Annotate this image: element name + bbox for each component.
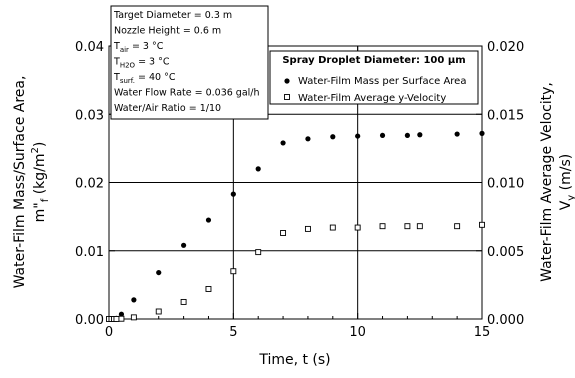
left-y-title-line2: m"f (kg/m2): [30, 142, 51, 223]
mass-point: [118, 311, 125, 317]
legend-mass-marker: [284, 78, 290, 84]
right-y-title-sub: y: [566, 195, 575, 201]
velocity-point: [230, 268, 237, 275]
velocity-point: [255, 249, 262, 256]
left-y-title-close: ): [32, 142, 48, 147]
mass-point: [404, 132, 410, 139]
info-line: TH2O = 3 °C: [113, 57, 170, 70]
info-line-sub: H2O: [120, 62, 136, 70]
mass-point: [330, 134, 336, 140]
tick-labels: 0 5 10 15 0.00 0.01 0.02 0.03 0.04 0.000 0.005 0.01…: [75, 40, 524, 340]
mass-point: [255, 166, 261, 172]
legend-frame: [269, 50, 479, 105]
y-left-tick-label: 0.00: [75, 313, 104, 328]
info-line-main: Water Flow Rate = 0.036 gal/h: [114, 88, 260, 99]
velocity-point: [379, 223, 386, 230]
right-y-axis-title: Water-Film Average Velocity, Vy (m/s): [539, 82, 575, 282]
left-y-title-symbol: m": [32, 202, 48, 222]
info-line: Water/Air Ratio = 1/10: [114, 103, 221, 114]
series-mass: [106, 130, 485, 322]
velocity-point: [404, 223, 411, 230]
info-line-rest: = 3 °C: [135, 57, 170, 68]
mass-point: [305, 136, 311, 142]
mass-point: [379, 132, 386, 139]
y-right-tick-label: 0.015: [487, 108, 524, 123]
y-right-tick-label: 0.010: [487, 177, 524, 192]
legend-velocity-marker: [284, 94, 290, 100]
mass-point: [417, 132, 423, 138]
mass-point: [205, 217, 212, 223]
velocity-point: [454, 223, 461, 230]
info-line: Tsurf. = 40 °C: [113, 72, 176, 85]
mass-point: [355, 133, 361, 139]
x-axis-title: Time, t (s): [258, 352, 330, 368]
left-y-title-sub: f: [40, 198, 51, 202]
mass-point: [131, 297, 137, 303]
info-line-sub: surf.: [120, 77, 135, 85]
velocity-point: [416, 223, 423, 230]
y-left-tick-label: 0.04: [75, 40, 104, 55]
legend-velocity-label: Water-Film Average y-Velocity: [298, 93, 446, 104]
y-right-tick-label: 0.005: [487, 245, 524, 260]
info-line-main: Nozzle Height = 0.6 m: [114, 26, 221, 37]
legend-mass-label: Water-Film Mass per Surface Area: [298, 76, 466, 87]
info-box: Target Diameter = 0.3 m Nozzle Height = 0…: [110, 5, 269, 120]
y-right-tick-label: 0.020: [487, 40, 524, 55]
info-line: Target Diameter = 0.3 m: [113, 10, 232, 21]
velocity-point: [280, 230, 287, 236]
mass-point: [181, 242, 187, 248]
info-line-main: T: [113, 41, 120, 52]
right-y-title-unit: (m/s): [558, 154, 574, 195]
info-line-main: Target Diameter = 0.3 m: [113, 10, 232, 21]
mass-point: [454, 131, 460, 137]
info-line-rest: = 40 °C: [135, 72, 176, 83]
x-tick-label: 0: [105, 325, 113, 340]
info-line-main: T: [113, 57, 120, 68]
mass-point: [479, 130, 485, 136]
info-line-main: T: [113, 72, 120, 83]
y-left-tick-label: 0.03: [75, 108, 104, 123]
mass-point: [156, 269, 162, 276]
velocity-point: [354, 224, 361, 231]
velocity-point: [479, 221, 485, 228]
left-y-title-unit: (kg/m: [32, 153, 48, 198]
velocity-point: [130, 314, 137, 321]
info-line-sub: air: [120, 46, 129, 54]
left-y-title-line1: Water-Film Mass/Surface Area,: [12, 76, 28, 289]
info-box-lines: Target Diameter = 0.3 m Nozzle Height = 0…: [113, 10, 260, 114]
info-line-main: Water/Air Ratio = 1/10: [114, 103, 221, 114]
right-y-title-line2: Vy (m/s): [558, 154, 575, 211]
x-tick-label: 10: [349, 325, 366, 340]
info-line: Nozzle Height = 0.6 m: [114, 26, 221, 37]
info-line-rest: = 3 °C: [129, 41, 164, 52]
velocity-point: [113, 316, 120, 322]
chart-title: Spray Droplet Diameter: 100 μm: [282, 55, 465, 66]
y-left-tick-label: 0.02: [75, 177, 104, 192]
info-box-frame: [110, 5, 269, 120]
y-left-tick-label: 0.01: [75, 245, 104, 260]
right-y-title-symbol: V: [558, 200, 574, 210]
mass-point: [280, 140, 286, 146]
velocity-point: [205, 286, 212, 292]
mass-point: [230, 191, 236, 197]
info-line: Tair = 3 °C: [113, 41, 164, 54]
velocity-point: [304, 225, 311, 232]
velocity-point: [118, 315, 125, 322]
velocity-point: [155, 308, 162, 315]
y-right-tick-label: 0.000: [487, 313, 524, 328]
series-velocity: [106, 221, 485, 322]
velocity-point: [180, 298, 187, 305]
left-y-axis-title: Water-Film Mass/Surface Area, m"f (kg/m2…: [12, 76, 51, 289]
info-line: Water Flow Rate = 0.036 gal/h: [114, 88, 260, 99]
right-y-title-line1: Water-Film Average Velocity,: [539, 82, 555, 282]
x-tick-label: 15: [474, 325, 491, 340]
velocity-point: [329, 224, 336, 231]
x-tick-label: 5: [229, 325, 237, 340]
left-y-title-sup: 2: [30, 147, 41, 153]
legend: Spray Droplet Diameter: 100 μm Water-Fil…: [269, 50, 479, 105]
